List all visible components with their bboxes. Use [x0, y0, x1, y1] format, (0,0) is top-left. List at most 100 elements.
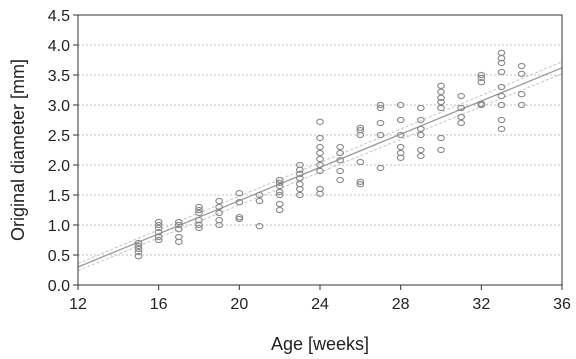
data-point	[457, 119, 466, 127]
data-point	[416, 152, 425, 160]
data-point	[275, 191, 284, 199]
y-axis-label: Original diameter [mm]	[8, 59, 28, 241]
data-point	[497, 125, 506, 133]
data-point	[477, 71, 486, 79]
data-point	[457, 113, 466, 121]
data-point	[517, 101, 526, 109]
data-point	[316, 161, 324, 169]
data-point	[477, 100, 486, 107]
data-point	[316, 185, 324, 193]
data-point	[174, 226, 183, 233]
data-point	[235, 190, 244, 197]
x-tick-label: 36	[553, 296, 571, 313]
data-point	[255, 223, 264, 230]
data-point	[497, 92, 506, 100]
data-point	[376, 101, 385, 109]
data-point	[336, 167, 345, 175]
data-point	[396, 143, 405, 151]
data-point	[275, 188, 284, 196]
data-point	[215, 203, 224, 211]
data-point	[356, 181, 365, 188]
data-point	[336, 176, 345, 184]
data-point	[517, 91, 526, 98]
x-tick-label: 28	[392, 296, 410, 313]
y-tick-label: 2.0	[48, 158, 70, 175]
data-point	[497, 101, 506, 109]
data-point	[195, 217, 203, 224]
data-point	[195, 224, 203, 232]
data-point	[154, 236, 163, 244]
data-point	[336, 143, 345, 151]
data-point	[437, 94, 445, 101]
data-point	[295, 161, 304, 169]
data-point	[396, 116, 405, 124]
y-tick-label: 1.0	[48, 218, 70, 235]
data-point	[457, 104, 466, 112]
data-point	[316, 134, 324, 142]
data-point	[174, 218, 183, 226]
data-point	[376, 119, 385, 127]
data-point	[356, 158, 365, 166]
data-point	[457, 92, 466, 100]
data-point	[255, 197, 264, 205]
data-point	[295, 191, 304, 199]
data-point	[316, 167, 324, 175]
data-point	[174, 221, 183, 229]
data-point	[154, 218, 163, 226]
data-point	[235, 214, 244, 221]
x-axis: 12 16 20 24 28 32 36	[69, 285, 571, 313]
data-point	[517, 70, 526, 77]
data-point	[517, 62, 526, 70]
data-point	[235, 199, 244, 206]
data-point	[497, 68, 506, 76]
data-point	[396, 101, 405, 109]
regression-lines	[77, 61, 563, 272]
data-point	[416, 146, 425, 154]
x-axis-label: Age [weeks]	[271, 334, 369, 354]
data-point	[336, 149, 345, 157]
data-point	[195, 206, 203, 214]
data-point	[275, 206, 284, 214]
data-point	[376, 164, 385, 172]
data-point	[275, 176, 284, 184]
y-tick-label: 3.0	[48, 98, 70, 115]
x-tick-label: 16	[150, 296, 168, 313]
data-point	[497, 49, 506, 56]
data-point	[195, 209, 203, 217]
data-point	[437, 88, 445, 95]
y-tick-label: 0.0	[48, 278, 70, 295]
data-point	[255, 191, 264, 199]
data-point	[134, 248, 143, 256]
y-tick-label: 0.5	[48, 248, 70, 265]
data-point	[316, 155, 324, 163]
data-point	[356, 127, 365, 134]
data-point	[316, 149, 324, 157]
data-point	[154, 229, 163, 236]
data-point	[275, 179, 284, 187]
data-point	[416, 104, 425, 112]
x-tick-label: 24	[311, 296, 329, 313]
data-point	[134, 245, 143, 253]
data-point	[437, 146, 445, 154]
y-tick-label: 2.5	[48, 128, 70, 145]
data-point	[316, 118, 324, 125]
data-point	[497, 116, 506, 124]
data-point	[437, 134, 445, 142]
y-axis: 0.0 0.5 1.0 1.5 2.0 2.5 3.0 3.5 4.0 4.5	[48, 8, 78, 295]
data-point	[154, 221, 163, 229]
data-point	[215, 217, 224, 224]
data-point	[437, 98, 445, 106]
data-point	[336, 157, 345, 164]
data-point	[215, 197, 224, 205]
data-point	[134, 239, 143, 247]
data-point	[295, 181, 304, 188]
x-tick-label: 20	[230, 296, 248, 313]
data-point	[134, 253, 143, 260]
data-point	[295, 175, 304, 182]
data-point	[134, 242, 143, 250]
data-point	[295, 170, 304, 178]
y-tick-label: 4.0	[48, 38, 70, 55]
data-point	[437, 82, 445, 89]
data-point	[195, 203, 203, 211]
